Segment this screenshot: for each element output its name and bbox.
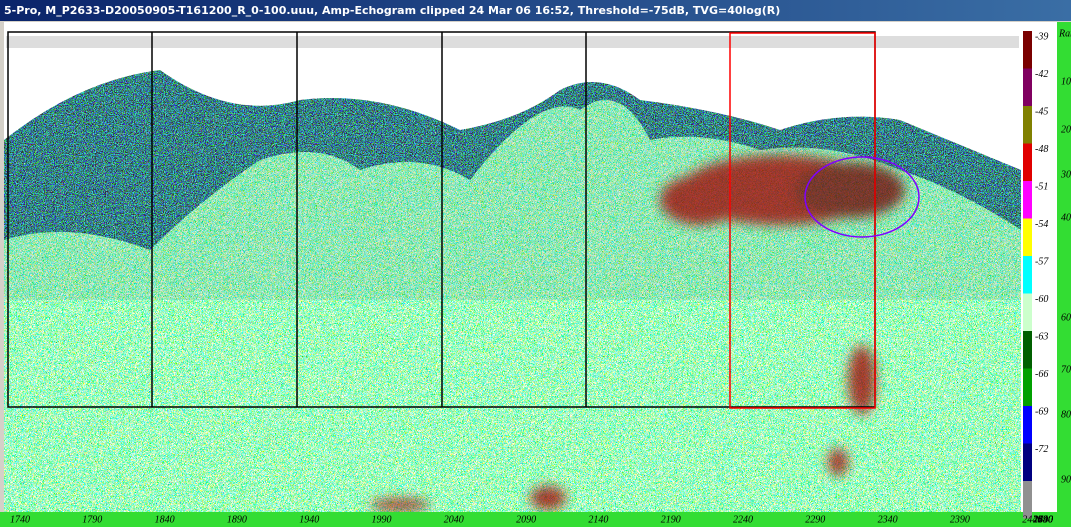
x-label: 2340	[878, 514, 898, 525]
scale-label: -72	[1035, 444, 1048, 455]
range-label: 60	[1061, 312, 1071, 323]
scale-label: -48	[1035, 144, 1048, 155]
scale-label: -54	[1035, 219, 1048, 230]
range-label: 20	[1061, 124, 1071, 135]
echogram	[4, 22, 1021, 512]
scale-swatch	[1023, 144, 1032, 182]
scale-label: -57	[1035, 256, 1049, 267]
range-label: 30	[1060, 169, 1071, 180]
scale-swatch	[1023, 331, 1032, 369]
scale-swatch	[1023, 406, 1032, 444]
scale-swatch	[1023, 69, 1032, 107]
x-label: 1740	[10, 514, 30, 525]
range-label: 10	[1061, 76, 1071, 87]
x-label: 1990	[372, 514, 392, 525]
range-panel	[1057, 22, 1071, 527]
window: 5-Pro, M_P2633-D20050905-T161200_R_0-100…	[0, 0, 1071, 527]
scale-label: -45	[1035, 106, 1048, 117]
range-label: 70	[1061, 364, 1071, 375]
x-label: 2140	[588, 514, 608, 525]
x-label: 2390	[950, 514, 970, 525]
x-label: 2240	[733, 514, 753, 525]
scale-label: -42	[1035, 69, 1048, 80]
scale-swatch	[1023, 256, 1032, 294]
scale-swatch	[1023, 31, 1032, 69]
x-label: 2290	[805, 514, 825, 525]
x-label: 2840	[1033, 514, 1053, 525]
scale-swatch	[1023, 369, 1032, 407]
x-label: 2040	[444, 514, 464, 525]
x-label: 1890	[227, 514, 247, 525]
scale-label: -69	[1035, 406, 1048, 417]
scale-swatch	[1023, 481, 1032, 519]
scale-swatch	[1023, 219, 1032, 257]
x-label: 2190	[661, 514, 681, 525]
scale-label: -60	[1035, 294, 1048, 305]
scale-swatch	[1023, 181, 1032, 219]
scale-label: -66	[1035, 369, 1048, 380]
range-title: Ran	[1058, 28, 1071, 39]
x-label: 2090	[516, 514, 536, 525]
x-label: 1840	[155, 514, 175, 525]
scale-swatch	[1023, 444, 1032, 482]
range-label: 80	[1061, 409, 1071, 420]
x-label: 1790	[82, 514, 102, 525]
range-label: 90	[1061, 474, 1071, 485]
scale-label: -39	[1035, 31, 1048, 42]
scale-label: -51	[1035, 181, 1048, 192]
window-title: 5-Pro, M_P2633-D20050905-T161200_R_0-100…	[4, 4, 780, 17]
scale-swatch	[1023, 106, 1032, 144]
scale-swatch	[1023, 294, 1032, 332]
scale-label: -63	[1035, 331, 1048, 342]
x-label: 1940	[299, 514, 319, 525]
range-label: 40	[1061, 212, 1071, 223]
